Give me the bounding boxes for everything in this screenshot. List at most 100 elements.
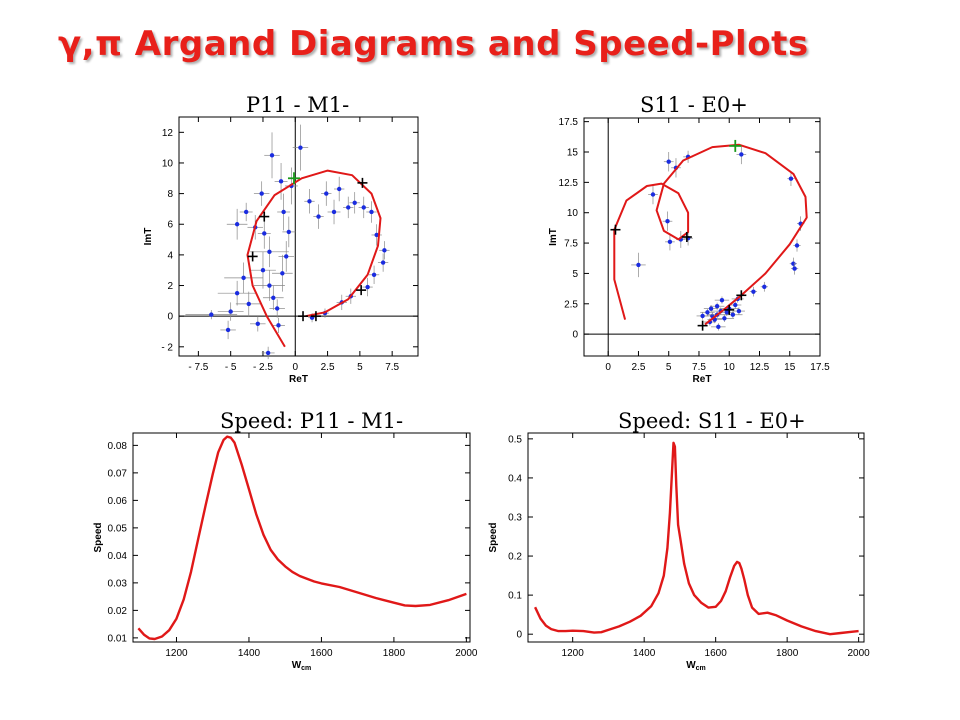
data-point (631, 252, 646, 278)
x-tick-label: - 2.5 (253, 362, 273, 373)
point-marker (228, 309, 233, 314)
data-point (239, 202, 253, 222)
data-point (261, 346, 275, 360)
data-point (343, 196, 354, 219)
point-marker (751, 289, 756, 294)
data-point (327, 199, 341, 225)
data-point (787, 171, 795, 186)
y-tick-label: 0.07 (108, 468, 128, 479)
y-tick-label: 0.08 (108, 441, 128, 452)
point-marker (374, 232, 379, 238)
data-point (368, 265, 380, 284)
point-marker (736, 308, 742, 314)
energy-marker (356, 285, 367, 296)
x-tick-label: 5 (357, 362, 363, 373)
data-point (257, 218, 271, 249)
energy-marker (357, 177, 368, 188)
y-tick-label: 0.4 (508, 473, 522, 484)
x-tick-label: 7.5 (385, 362, 399, 373)
energy-marker (259, 211, 270, 222)
y-tick-label: 2.5 (564, 299, 578, 310)
data-point (711, 323, 726, 331)
data-point (224, 262, 263, 294)
point-marker (762, 284, 767, 289)
x-tick-label: 7.5 (692, 362, 706, 373)
data-point (736, 144, 747, 165)
x-tick-label: 1800 (383, 648, 406, 659)
point-marker (274, 306, 280, 311)
energy-marker (247, 251, 258, 262)
y-tick-label: 5 (572, 269, 578, 280)
speed-s11-frame (527, 432, 865, 643)
y-tick-label: 6 (167, 220, 173, 231)
point-marker (705, 310, 710, 315)
y-tick-label: 12 (162, 128, 174, 139)
data-point (284, 167, 298, 205)
point-marker (666, 159, 671, 164)
x-axis-label-subscript: cm (696, 665, 706, 672)
energy-marker (298, 311, 309, 322)
y-axis-label: ImT (548, 228, 559, 246)
point-marker (794, 243, 800, 248)
data-point (185, 310, 238, 320)
data-point (665, 233, 675, 251)
point-marker (225, 327, 231, 333)
x-tick-label: 5 (666, 362, 672, 373)
speed-curve (137, 435, 467, 641)
x-tick-label: 10 (724, 362, 736, 373)
point-marker (316, 214, 321, 219)
y-tick-label: 0.03 (108, 578, 128, 589)
y-tick-label: 0 (167, 312, 173, 323)
point-marker (382, 248, 387, 253)
point-marker (267, 283, 272, 288)
y-axis-label: Speed (488, 522, 499, 552)
data-point (760, 281, 768, 292)
y-tick-label: 0.04 (108, 551, 128, 562)
point-marker (380, 260, 386, 265)
point-marker (346, 205, 351, 210)
data-point (313, 204, 324, 229)
speed-s11-title: Speed: S11 - E0+ (618, 409, 806, 433)
data-point (262, 285, 284, 311)
data-point (217, 280, 257, 306)
data-point (274, 162, 288, 200)
data-point (663, 152, 674, 172)
point-marker (234, 290, 240, 296)
y-tick-label: 2 (167, 281, 173, 292)
data-point (250, 236, 289, 268)
point-marker (286, 229, 292, 235)
y-tick-label: 4 (167, 250, 173, 261)
point-marker (267, 249, 272, 255)
data-point (366, 201, 377, 223)
point-marker (209, 312, 214, 317)
data-point (379, 241, 390, 260)
y-tick-label: 0 (572, 330, 578, 341)
point-marker (369, 209, 374, 215)
energy-marker (610, 224, 621, 235)
x-tick-label: 15 (784, 362, 796, 373)
point-marker (724, 310, 730, 315)
argand-p11-title: P11 - M1- (246, 93, 350, 117)
point-marker (331, 209, 337, 215)
x-axis-label: Wcm (292, 660, 312, 672)
data-point (272, 254, 293, 292)
point-marker (636, 262, 641, 268)
y-tick-label: - 2 (161, 342, 173, 353)
data-point (304, 189, 315, 214)
y-axis-label: Speed (93, 522, 104, 552)
point-marker (371, 272, 377, 278)
point-marker (733, 302, 738, 308)
data-point (714, 296, 730, 304)
y-tick-label: 0.5 (508, 434, 522, 445)
point-marker (714, 304, 720, 309)
data-point (292, 124, 309, 171)
y-tick-label: 0 (516, 630, 522, 641)
point-marker (730, 312, 736, 317)
energy-marker (681, 232, 692, 242)
data-point (269, 299, 285, 318)
x-tick-label: 2.5 (632, 362, 646, 373)
x-tick-label: 1200 (165, 648, 188, 659)
data-point (696, 312, 709, 320)
point-marker (281, 209, 286, 215)
